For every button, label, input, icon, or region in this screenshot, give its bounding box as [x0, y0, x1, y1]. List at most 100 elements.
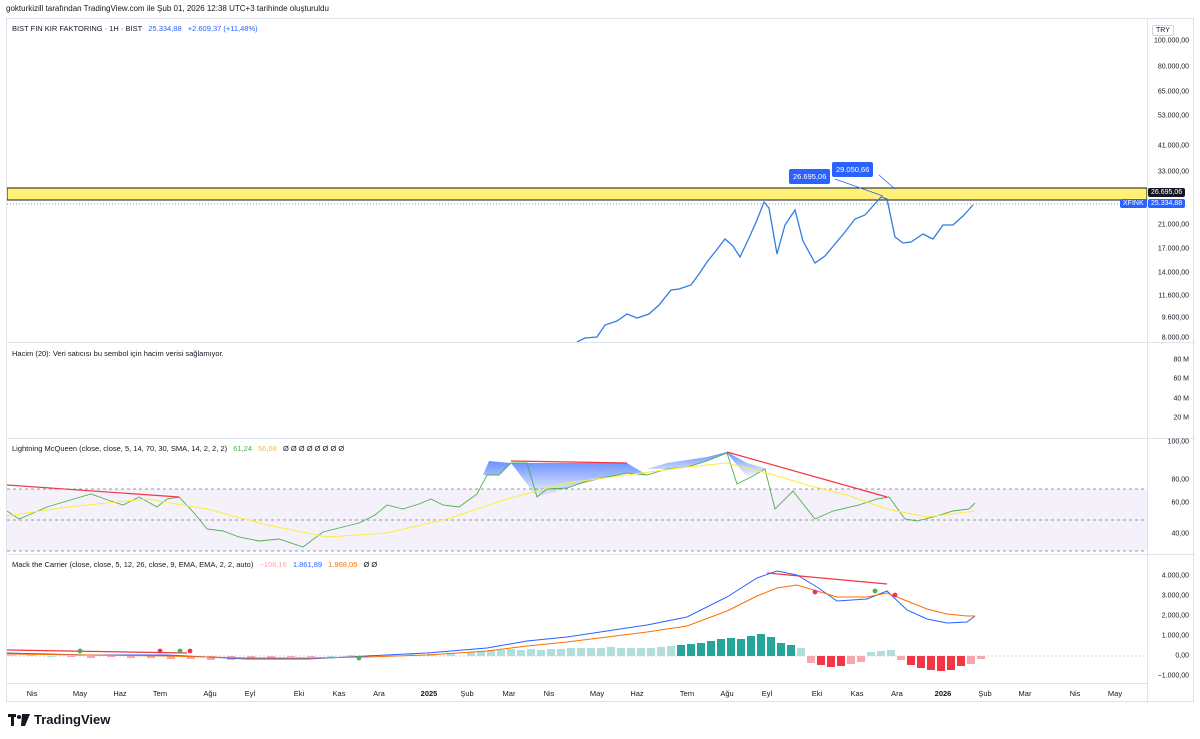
histogram-bar [767, 637, 775, 656]
histogram-bar [687, 644, 695, 656]
histogram-bar [267, 656, 275, 658]
mack-chart[interactable] [7, 555, 1147, 683]
histogram-bar [637, 648, 645, 656]
histogram-bar [897, 656, 905, 660]
lightning-tick: 40,00 [1171, 530, 1189, 538]
lightning-legend: Lightning McQueen (close, close, 5, 14, … [12, 444, 348, 453]
resistance-zone [7, 187, 1147, 201]
histogram-bar [867, 652, 875, 656]
time-label: Nis [1069, 689, 1081, 698]
price-tick: 8.000,00 [1161, 334, 1189, 342]
histogram-bar [107, 656, 115, 657]
histogram-bar [147, 656, 155, 658]
histogram-bar [527, 649, 535, 656]
histogram-bar [557, 649, 565, 656]
histogram-bar [447, 653, 455, 656]
volume-legend: Hacim (20): Veri satıcısı bu sembol için… [12, 349, 224, 358]
histogram-bar [787, 645, 795, 656]
tradingview-brand[interactable]: TradingView [8, 712, 110, 727]
histogram-bar [577, 648, 585, 656]
price-tick: 65.000,00 [1157, 88, 1189, 96]
symbol-label: BIST FIN KIR FAKTORING · 1H · BIST [12, 24, 143, 33]
volume-tick: 20 M [1173, 414, 1189, 422]
price-tick: 41.000,00 [1157, 142, 1189, 150]
time-label: 2026 [934, 689, 952, 698]
time-label: Nis [26, 689, 38, 698]
level-price-badge: 26.695,06 [1148, 188, 1186, 197]
mack-hist-value: −106,16 [259, 560, 287, 569]
brand-name: TradingView [34, 712, 111, 727]
price-change: +2.609,37 (+11,48%) [187, 24, 258, 33]
histogram-bar [617, 648, 625, 656]
time-label: May [589, 689, 605, 698]
histogram-bar [597, 648, 605, 656]
resistance-band [7, 187, 1147, 201]
callout-1-badge: 26.695,06 [789, 169, 831, 184]
histogram-bar [507, 649, 515, 656]
lightning-tick: 80,00 [1171, 476, 1189, 484]
lightning-name: Lightning McQueen (close, close, 5, 14, … [12, 444, 228, 453]
histogram-bar [657, 647, 665, 656]
cross-signal-dot [812, 589, 818, 595]
current-price-badge: 25.334,88 [1148, 199, 1186, 208]
histogram-bar [487, 650, 495, 656]
histogram-bar [87, 656, 95, 658]
overbought-fill [483, 461, 647, 497]
histogram-bar [817, 656, 825, 665]
time-label: 2025 [420, 689, 438, 698]
histogram-bar [937, 656, 945, 671]
symbol-badge: XFINK [1120, 199, 1147, 208]
histogram-bar [287, 656, 295, 657]
histogram-bar [27, 655, 35, 656]
histogram-bar [307, 656, 315, 657]
time-axis[interactable]: Nis May Haz Tem Ağu Eyl Eki Kas Ara 2025 Şub Mar Nis… [7, 683, 1147, 703]
histogram-bar [587, 648, 595, 656]
time-label: Kas [332, 689, 346, 698]
volume-tick: 40 M [1173, 395, 1189, 403]
lightning-value-2: 56,68 [258, 444, 277, 453]
cross-signal-dot [177, 648, 183, 654]
overbought-fill [647, 452, 767, 477]
price-tick: 17.000,00 [1157, 245, 1189, 253]
volume-pane[interactable]: Hacim (20): Veri satıcısı bu sembol için… [7, 343, 1195, 439]
price-pane[interactable]: BIST FIN KIR FAKTORING · 1H · BIST 25.33… [7, 19, 1195, 343]
cross-signal-dot [356, 655, 362, 661]
price-chart[interactable] [7, 19, 1147, 343]
lightning-empties: Ø Ø Ø Ø Ø Ø Ø Ø [282, 444, 345, 453]
cross-signal-dot [157, 648, 163, 654]
time-label: Haz [113, 689, 127, 698]
histogram-bar [797, 648, 805, 656]
histogram-bar [907, 656, 915, 665]
mack-pane[interactable]: Mack the Carrier (close, close, 5, 12, 2… [7, 555, 1195, 683]
histogram-bar [387, 655, 395, 656]
time-label: Ara [891, 689, 903, 698]
lightning-pane[interactable]: Lightning McQueen (close, close, 5, 14, … [7, 439, 1195, 555]
time-label: May [72, 689, 88, 698]
chart-container[interactable]: BIST FIN KIR FAKTORING · 1H · BIST 25.33… [6, 18, 1195, 703]
mack-tick: 0,00 [1175, 652, 1189, 660]
histogram-bar [827, 656, 835, 667]
chart-header-text: gokturkizill tarafından TradingView.com … [6, 4, 329, 13]
currency-label[interactable]: TRY [1152, 25, 1174, 36]
time-label: Haz [630, 689, 644, 698]
histogram-bar [977, 656, 985, 659]
histogram-bar [917, 656, 925, 668]
cross-signal-dot [77, 648, 83, 654]
histogram-bar [7, 655, 15, 656]
lightning-chart[interactable] [7, 439, 1147, 555]
histogram-bar [567, 648, 575, 656]
time-label: May [1107, 689, 1123, 698]
mack-tick: 4.000,00 [1161, 572, 1189, 580]
histogram-bar [207, 656, 215, 660]
time-label: Ara [373, 689, 385, 698]
histogram-bar [757, 634, 765, 656]
lightning-tick: 60,00 [1171, 499, 1189, 507]
time-label: Tem [152, 689, 168, 698]
volume-tick: 60 M [1173, 375, 1189, 383]
price-tick: 53.000,00 [1157, 112, 1189, 120]
time-label: Eyl [761, 689, 773, 698]
histogram-bar [677, 645, 685, 656]
time-label: Şub [460, 689, 474, 698]
price-axis[interactable]: TRY 26.695,06 25.334,88 100.000,00 80.000… [1147, 19, 1195, 703]
histogram-bar [967, 656, 975, 664]
